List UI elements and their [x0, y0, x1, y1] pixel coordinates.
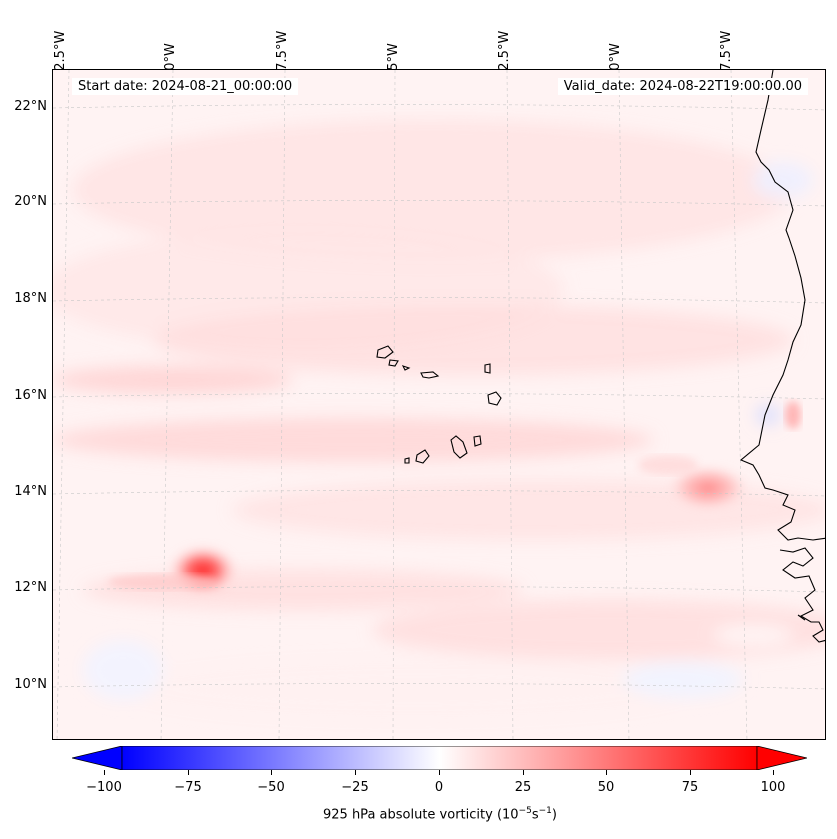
- cbar-tick-label: 100: [760, 780, 786, 795]
- cbar-tick-label: 0: [434, 780, 444, 795]
- cbar-tickmark: [439, 770, 440, 775]
- cbar-tickmark: [188, 770, 189, 775]
- colorbar-label: 925 hPa absolute vorticity (10−5s−1): [323, 806, 557, 823]
- lat-label-12N: 12°N: [14, 580, 47, 595]
- start-date-label: Start date: 2024-08-21_00:00:00: [72, 78, 299, 95]
- vorticity-field: [53, 70, 825, 739]
- cape-verde-islands: [376, 345, 502, 464]
- cbar-tick-label: 25: [514, 780, 532, 795]
- cbar-tick-label: −50: [257, 780, 285, 795]
- lat-label-14N: 14°N: [14, 484, 47, 499]
- cbar-tick-label: −25: [341, 780, 369, 795]
- lat-label-16N: 16°N: [14, 388, 47, 403]
- cbar-tick-label: 50: [597, 780, 615, 795]
- lat-label-10N: 10°N: [14, 677, 47, 692]
- vortex-12n-29w: [108, 544, 239, 596]
- colorbar: [72, 746, 807, 770]
- cbar-tickmark: [104, 770, 105, 775]
- coastline: [739, 70, 825, 643]
- colorbar-extend-max: [756, 746, 807, 770]
- cbar-tick-label: −75: [174, 780, 202, 795]
- cbar-tick-label: −100: [86, 780, 122, 795]
- map-panel[interactable]: [52, 69, 826, 740]
- colorbar-gradient: [121, 746, 758, 770]
- colorbar-extend-min: [72, 746, 123, 770]
- cbar-tickmark: [773, 770, 774, 775]
- cbar-tickmark: [690, 770, 691, 775]
- lat-label-20N: 20°N: [14, 194, 47, 209]
- cbar-tickmark: [355, 770, 356, 775]
- vortex-14n-18w: [638, 455, 750, 512]
- lat-label-18N: 18°N: [14, 291, 47, 306]
- cbar-tickmark: [523, 770, 524, 775]
- cbar-tickmark: [271, 770, 272, 775]
- cbar-tickmark: [606, 770, 607, 775]
- graticule: [53, 70, 825, 739]
- cbar-tick-label: 75: [681, 780, 699, 795]
- valid-date-label: Valid_date: 2024-08-22T19:00:00.00: [557, 78, 808, 95]
- lat-label-22N: 22°N: [14, 99, 47, 114]
